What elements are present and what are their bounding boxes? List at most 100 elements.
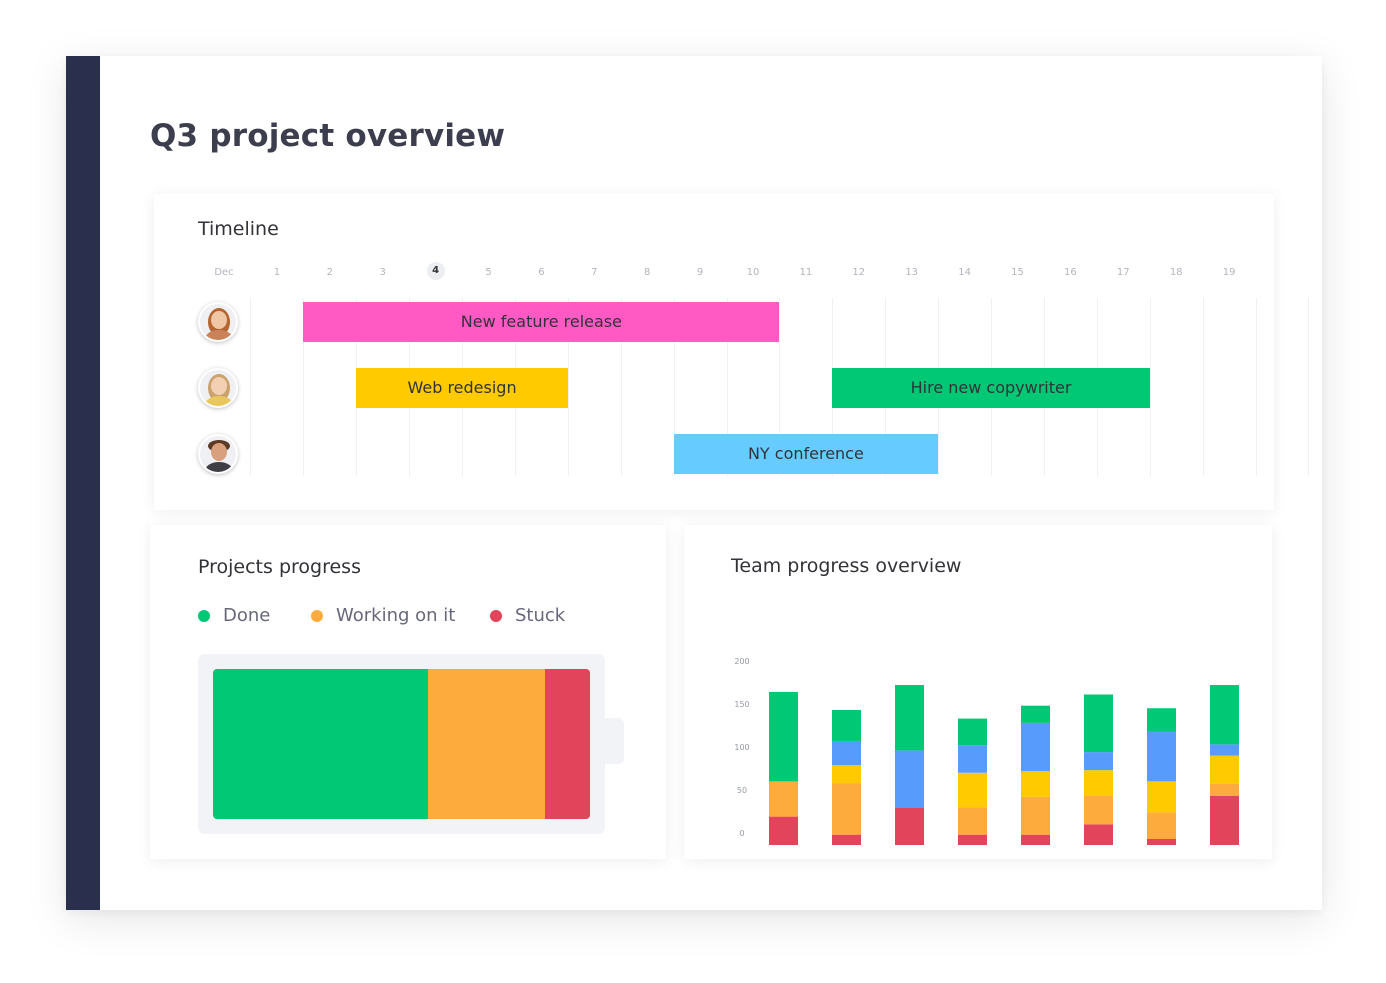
working-dot-icon bbox=[311, 609, 323, 622]
bar-segment bbox=[832, 709, 861, 741]
timeline-day-label: 6 bbox=[538, 267, 545, 278]
projects-progress-title: Projects progress bbox=[198, 556, 361, 578]
timeline-day-label: 18 bbox=[1169, 267, 1183, 278]
woman-blonde-avatar[interactable] bbox=[198, 368, 238, 408]
timeline-grid-line bbox=[726, 298, 728, 476]
timeline-grid-line bbox=[779, 298, 781, 476]
avatar-face bbox=[211, 311, 227, 329]
bar-segment bbox=[1084, 694, 1113, 753]
stuck-dot-icon bbox=[490, 609, 502, 622]
y-tick-label: 50 bbox=[737, 786, 747, 795]
legend-label-stuck: Stuck bbox=[515, 605, 566, 626]
timeline-grid-line bbox=[1202, 298, 1204, 476]
battery-tip bbox=[605, 718, 624, 764]
timeline-grid-line bbox=[250, 298, 252, 476]
legend-item-working: Working on it bbox=[311, 605, 455, 626]
bar-segment bbox=[1021, 834, 1050, 845]
bar-segment bbox=[832, 765, 861, 784]
bar-segment bbox=[958, 834, 987, 845]
timeline-day-label: 15 bbox=[1011, 267, 1024, 278]
bar-segment bbox=[1210, 795, 1239, 845]
legend-item-stuck: Stuck bbox=[490, 605, 565, 626]
timeline-grid-line bbox=[620, 298, 622, 476]
bar-segment bbox=[1084, 752, 1113, 771]
avatar-shoulders bbox=[205, 396, 233, 406]
bar-segment bbox=[895, 685, 924, 751]
timeline-day-label: 8 bbox=[644, 267, 651, 278]
side-rail bbox=[66, 56, 100, 910]
bar-segment bbox=[769, 781, 798, 817]
timeline-day-label: 2 bbox=[326, 267, 333, 278]
bar-segment bbox=[1084, 770, 1113, 796]
battery-segment-stuck bbox=[544, 669, 590, 819]
timeline-day-label: 17 bbox=[1116, 267, 1130, 278]
bar-segment bbox=[832, 834, 861, 845]
avatar-face bbox=[211, 377, 227, 395]
timeline-bar-web-redesign[interactable]: Web redesign bbox=[356, 368, 568, 408]
bar-segment bbox=[769, 691, 798, 782]
timeline-day-label: 11 bbox=[799, 267, 813, 278]
avatar-face bbox=[211, 443, 227, 461]
timeline-day-label: 12 bbox=[852, 267, 866, 278]
y-tick-label: 200 bbox=[734, 657, 749, 666]
timeline-day-label: 7 bbox=[591, 267, 598, 278]
done-dot-icon bbox=[198, 609, 210, 622]
timeline-day-label: 19 bbox=[1222, 267, 1236, 278]
avatar-shoulders bbox=[205, 462, 233, 472]
team-progress-title: Team progress overview bbox=[731, 555, 962, 577]
timeline-grid-line bbox=[1149, 298, 1151, 476]
timeline-day-label: 4 bbox=[426, 262, 445, 280]
timeline-grid-line bbox=[1308, 298, 1310, 476]
timeline-grid-line bbox=[1255, 298, 1257, 476]
timeline-grid-line bbox=[673, 298, 675, 476]
bar-segment bbox=[832, 783, 861, 835]
bar-segment bbox=[895, 750, 924, 809]
timeline-grid-line bbox=[567, 298, 569, 476]
battery-segment-working-on-it bbox=[427, 669, 545, 819]
bar-segment bbox=[1021, 705, 1050, 723]
timeline-widget: Timeline Dec 1 2 3 4 5 6 7 8 9 10 11 12 13 14 15 16 17 18 1… bbox=[154, 194, 1310, 510]
bar-segment bbox=[1210, 744, 1239, 756]
page-title: Q3 project overview bbox=[150, 118, 506, 154]
bar-segment bbox=[1147, 731, 1176, 782]
timeline-day-label: 5 bbox=[485, 267, 492, 278]
legend-item-done: Done bbox=[198, 605, 270, 626]
bar-segment bbox=[1210, 685, 1239, 745]
bar-segment bbox=[769, 816, 798, 845]
y-tick-label: 0 bbox=[739, 829, 744, 838]
bar-segment bbox=[1147, 708, 1176, 732]
bar-segment bbox=[958, 772, 987, 808]
bar-segment bbox=[895, 808, 924, 845]
man-beard-avatar[interactable] bbox=[198, 434, 238, 474]
bar-segment bbox=[1147, 812, 1176, 839]
bar-segment bbox=[1021, 796, 1050, 835]
y-tick-label: 150 bbox=[734, 700, 749, 709]
timeline-grid-line bbox=[303, 298, 305, 476]
timeline-bar-new-feature-release[interactable]: New feature release bbox=[303, 302, 780, 342]
legend-label-done: Done bbox=[223, 605, 271, 626]
bar-segment bbox=[958, 807, 987, 835]
battery-progress-bar bbox=[198, 654, 605, 834]
timeline-title: Timeline bbox=[198, 218, 279, 240]
battery-fill bbox=[213, 669, 590, 819]
timeline-bar-hire-new-copywriter[interactable]: Hire new copywriter bbox=[832, 368, 1150, 408]
timeline-day-label: Dec bbox=[214, 267, 234, 278]
timeline-bar-ny-conference[interactable]: NY conference bbox=[673, 434, 939, 474]
avatar-shoulders bbox=[205, 330, 233, 340]
woman-red-hair-avatar[interactable] bbox=[198, 302, 238, 342]
timeline-day-label: 1 bbox=[273, 267, 281, 278]
legend-label-working: Working on it bbox=[336, 605, 456, 626]
timeline-day-label: 3 bbox=[379, 267, 386, 278]
projects-progress-widget: Projects progress Done Working on it Stu… bbox=[150, 525, 666, 859]
bar-segment bbox=[1021, 722, 1050, 772]
bar-segment bbox=[958, 718, 987, 746]
bar-segment bbox=[1147, 838, 1176, 845]
timeline-day-label: 9 bbox=[696, 267, 704, 278]
bar-segment bbox=[1210, 755, 1239, 784]
timeline-day-label: 10 bbox=[746, 267, 760, 278]
app-window: Q3 project overview Timeline Dec 1 2 3 4 5 6 7 8… bbox=[66, 56, 1322, 910]
bar-segment bbox=[1084, 824, 1113, 845]
bar-segment bbox=[1084, 795, 1113, 825]
bar-segment bbox=[1147, 781, 1176, 813]
team-progress-widget: Team progress overview 0 50 100 150 200 bbox=[684, 525, 1272, 859]
